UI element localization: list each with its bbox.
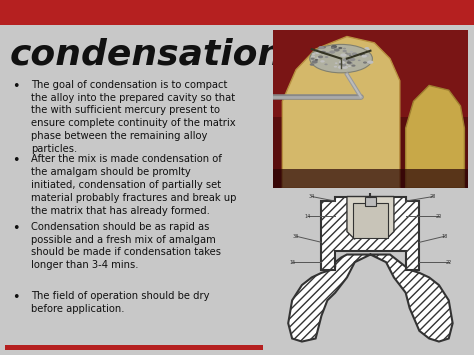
Ellipse shape — [341, 64, 346, 66]
Bar — [0, 0, 474, 25]
Ellipse shape — [319, 46, 324, 49]
Text: After the mix is made condensation of
the amalgam should be promlty
initiated, c: After the mix is made condensation of th… — [31, 154, 236, 215]
Text: 22: 22 — [446, 260, 452, 265]
Text: 34: 34 — [309, 194, 315, 199]
Ellipse shape — [320, 51, 326, 54]
Text: Condensation should be as rapid as
possible and a fresh mix of amalgam
should be: Condensation should be as rapid as possi… — [31, 222, 221, 270]
Text: •: • — [12, 80, 19, 93]
Ellipse shape — [358, 60, 361, 61]
Ellipse shape — [331, 45, 337, 48]
Ellipse shape — [318, 55, 323, 58]
Ellipse shape — [367, 60, 374, 64]
Ellipse shape — [315, 59, 318, 61]
Ellipse shape — [343, 58, 349, 61]
Ellipse shape — [320, 50, 325, 53]
Ellipse shape — [348, 65, 351, 67]
Ellipse shape — [338, 66, 344, 69]
Text: The goal of condensation is to compact
the alloy into the prepared cavity so tha: The goal of condensation is to compact t… — [31, 80, 236, 154]
Bar — [273, 30, 468, 117]
Ellipse shape — [315, 52, 319, 54]
Ellipse shape — [329, 50, 335, 54]
Ellipse shape — [346, 58, 348, 59]
Polygon shape — [283, 37, 400, 188]
Ellipse shape — [324, 64, 328, 65]
Bar — [5, 345, 263, 350]
Ellipse shape — [320, 60, 325, 62]
Ellipse shape — [335, 62, 337, 64]
Ellipse shape — [324, 52, 330, 55]
Ellipse shape — [346, 61, 351, 64]
Ellipse shape — [360, 53, 365, 56]
Ellipse shape — [361, 55, 367, 58]
Text: condensation: condensation — [9, 37, 284, 71]
Bar — [365, 197, 376, 206]
Ellipse shape — [340, 53, 346, 57]
Bar — [353, 203, 388, 238]
Ellipse shape — [339, 63, 343, 65]
Ellipse shape — [350, 51, 353, 53]
Ellipse shape — [334, 66, 337, 67]
Text: 14: 14 — [305, 214, 311, 219]
Text: 18: 18 — [442, 234, 448, 239]
Ellipse shape — [325, 56, 328, 58]
Ellipse shape — [350, 55, 354, 58]
Text: •: • — [12, 291, 19, 304]
Ellipse shape — [349, 58, 356, 61]
Ellipse shape — [363, 61, 367, 64]
Ellipse shape — [367, 49, 370, 50]
Ellipse shape — [334, 48, 340, 51]
Ellipse shape — [352, 53, 357, 56]
Text: •: • — [12, 154, 19, 168]
Ellipse shape — [310, 44, 373, 73]
Ellipse shape — [349, 55, 352, 56]
Ellipse shape — [315, 59, 318, 61]
Polygon shape — [288, 255, 453, 342]
Ellipse shape — [342, 66, 348, 69]
Polygon shape — [321, 197, 419, 270]
Text: 33: 33 — [293, 234, 299, 239]
Text: The field of operation should be dry
before application.: The field of operation should be dry bef… — [31, 291, 210, 314]
Ellipse shape — [312, 60, 316, 62]
Ellipse shape — [347, 60, 350, 61]
Ellipse shape — [338, 47, 342, 49]
Ellipse shape — [310, 63, 314, 66]
Ellipse shape — [346, 64, 349, 65]
Polygon shape — [347, 197, 394, 239]
Ellipse shape — [345, 53, 347, 54]
Text: 28: 28 — [430, 194, 436, 199]
Text: 20: 20 — [436, 214, 442, 219]
Ellipse shape — [343, 50, 347, 52]
Ellipse shape — [351, 65, 356, 67]
Ellipse shape — [311, 55, 315, 58]
Polygon shape — [406, 86, 465, 188]
Text: •: • — [12, 222, 19, 235]
Ellipse shape — [331, 47, 334, 49]
Ellipse shape — [312, 60, 318, 64]
Ellipse shape — [343, 48, 346, 49]
Ellipse shape — [365, 47, 369, 50]
Ellipse shape — [347, 62, 353, 65]
Bar — [273, 169, 468, 188]
Ellipse shape — [310, 58, 315, 60]
Ellipse shape — [312, 53, 315, 55]
Ellipse shape — [316, 57, 319, 59]
Ellipse shape — [332, 45, 336, 48]
Ellipse shape — [331, 46, 337, 49]
Ellipse shape — [346, 53, 351, 55]
Ellipse shape — [339, 61, 345, 64]
Text: 15: 15 — [289, 260, 295, 265]
Ellipse shape — [365, 55, 369, 57]
Ellipse shape — [367, 62, 370, 64]
Ellipse shape — [321, 46, 326, 49]
